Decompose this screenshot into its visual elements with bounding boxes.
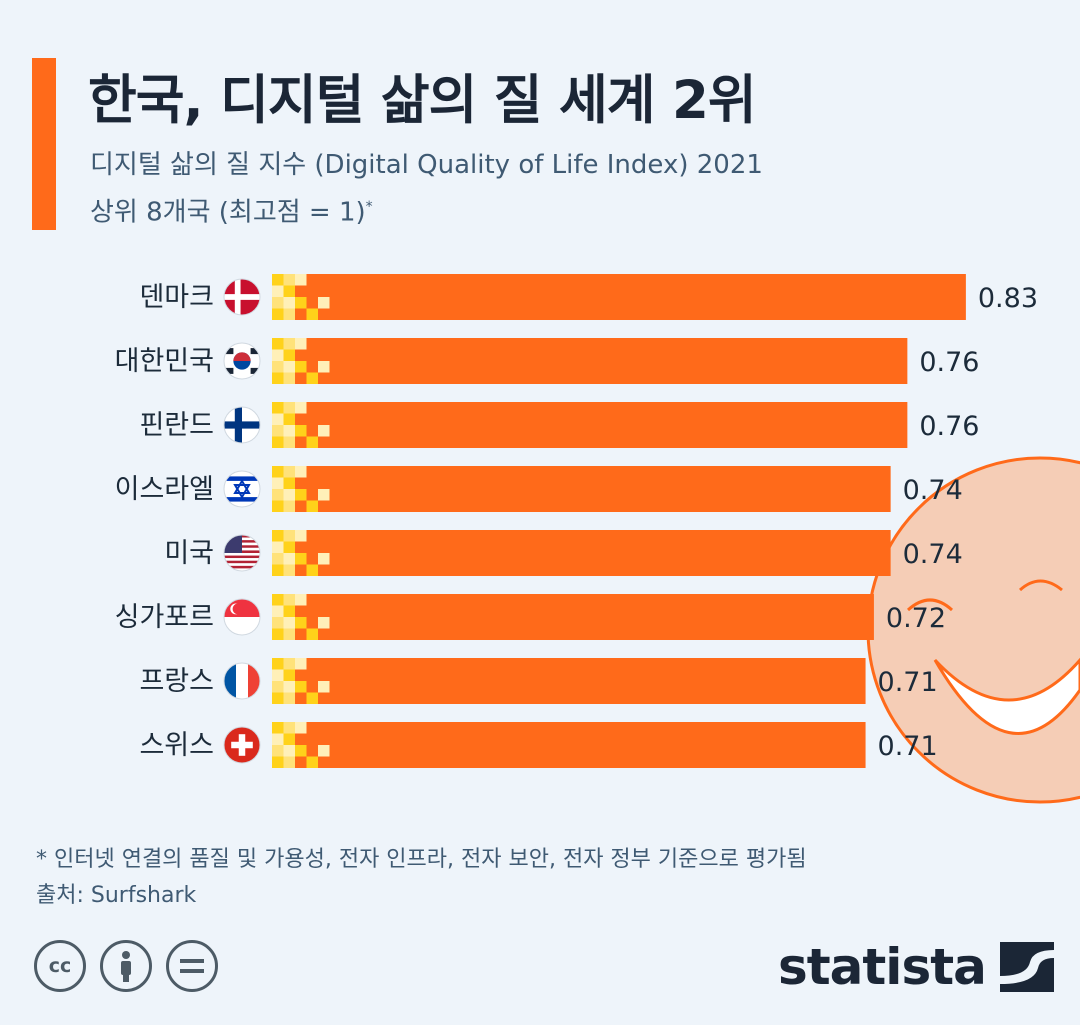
bar-pattern-1 [272, 274, 330, 320]
value-label-7: 0.71 [878, 667, 938, 698]
source-text: 출처: Surfshark [36, 883, 197, 908]
denmark-flag-icon [223, 278, 261, 316]
subtitle-line-1: 디지털 삶의 질 지수 (Digital Quality of Life Ind… [90, 150, 763, 180]
bar-pattern-6 [272, 594, 330, 640]
value-label-3: 0.76 [919, 411, 979, 442]
bar-pattern-7 [272, 658, 330, 704]
country-label-6: 싱가포르 [115, 602, 214, 633]
title-accent-bar [32, 58, 56, 230]
country-label-4: 이스라엘 [115, 474, 214, 505]
bar-8 [272, 722, 866, 768]
value-label-1: 0.83 [978, 283, 1038, 314]
footnote-text: * 인터넷 연결의 품질 및 가용성, 전자 인프라, 전자 보안, 전자 정부… [36, 847, 807, 872]
country-label-2: 대한민국 [115, 346, 214, 377]
bar-pattern-3 [272, 402, 330, 448]
france-flag-icon [223, 662, 261, 700]
chart-subtitle: 디지털 삶의 질 지수 (Digital Quality of Life Ind… [90, 144, 763, 234]
value-label-5: 0.74 [903, 539, 963, 570]
smiley-decoration [866, 456, 1080, 804]
creative-commons-icon[interactable]: cc [34, 940, 86, 992]
israel-flag-icon [223, 470, 261, 508]
bar-pattern-4 [272, 466, 330, 512]
switzerland-flag-icon [223, 726, 261, 764]
country-label-1: 덴마크 [139, 282, 214, 313]
subtitle-line-2: 상위 8개국 (최고점 = 1)* [90, 186, 763, 234]
value-label-8: 0.71 [878, 731, 938, 762]
footnote: * 인터넷 연결의 품질 및 가용성, 전자 인프라, 전자 보안, 전자 정부… [36, 842, 807, 914]
bar-3 [272, 402, 908, 448]
singapore-flag-icon [223, 598, 261, 636]
footnote-mark: * [365, 199, 373, 215]
country-label-3: 핀란드 [139, 410, 214, 441]
bar-5 [272, 530, 891, 576]
no-derivatives-icon[interactable] [166, 940, 218, 992]
statista-logo-icon [999, 942, 1054, 992]
license-icons: cc [34, 940, 218, 992]
value-label-6: 0.72 [886, 603, 946, 634]
bar-2 [272, 338, 908, 384]
bar-1 [272, 274, 966, 320]
usa-flag-icon [223, 534, 261, 572]
subtitle-line-2-text: 상위 8개국 (최고점 = 1) [90, 197, 366, 228]
bar-pattern-2 [272, 338, 330, 384]
page-title: 한국, 디지털 삶의 질 세계 2위 [88, 70, 757, 131]
country-label-7: 프랑스 [139, 666, 214, 697]
bar-pattern-8 [272, 722, 330, 768]
bar-pattern-5 [272, 530, 330, 576]
bar-4 [272, 466, 891, 512]
south-korea-flag-icon [223, 342, 261, 380]
finland-flag-icon [223, 406, 261, 444]
statista-wordmark: statista [778, 938, 987, 996]
attribution-icon[interactable] [100, 940, 152, 992]
country-label-8: 스위스 [139, 730, 214, 761]
country-label-5: 미국 [164, 538, 214, 569]
statista-logo[interactable]: statista [778, 938, 1054, 996]
value-label-2: 0.76 [919, 347, 979, 378]
value-label-4: 0.74 [903, 475, 963, 506]
bar-7 [272, 658, 866, 704]
bar-6 [272, 594, 874, 640]
